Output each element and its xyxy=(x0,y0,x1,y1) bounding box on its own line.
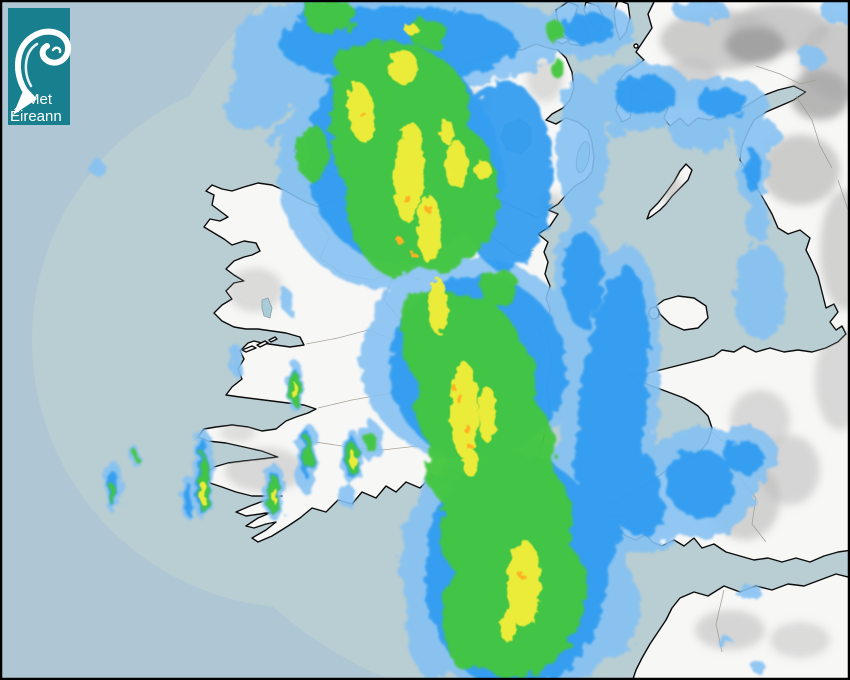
island-aran-2 xyxy=(256,340,269,348)
logo-text-line2: Éireann xyxy=(10,108,62,125)
met-eireann-logo: Met Éireann xyxy=(8,8,71,125)
terrain-shading xyxy=(220,3,850,658)
logo-text-line1: Met xyxy=(27,91,53,108)
lake-lough-corrib xyxy=(261,297,273,319)
rain-layer-intense xyxy=(359,111,524,578)
met-eireann-swirl-icon xyxy=(13,28,71,115)
island-aran-1 xyxy=(241,345,257,353)
island-sanda xyxy=(633,43,639,49)
island-aran-3 xyxy=(268,336,278,343)
